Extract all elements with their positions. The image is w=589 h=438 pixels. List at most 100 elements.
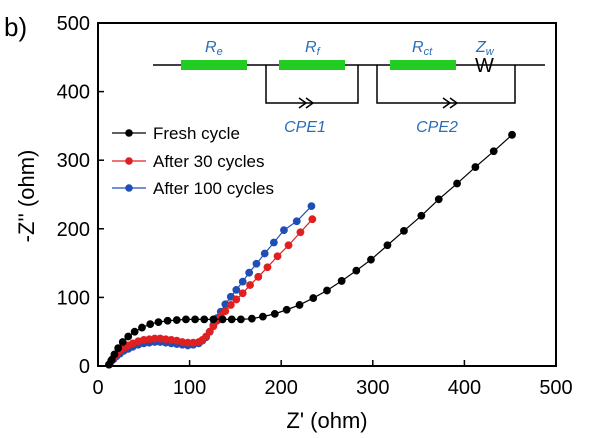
resistor-rct xyxy=(390,60,456,70)
legend-label: Fresh cycle xyxy=(153,124,240,143)
y-tick-label: 300 xyxy=(57,150,90,172)
data-point xyxy=(245,268,254,277)
x-tick-label: 300 xyxy=(356,377,389,399)
data-point xyxy=(118,338,127,346)
y-axis-label: -Z'' (ohm) xyxy=(14,150,39,243)
data-point xyxy=(163,316,172,325)
data-point xyxy=(114,344,123,353)
data-point xyxy=(308,215,317,224)
y-tick-label: 200 xyxy=(57,219,90,241)
data-point xyxy=(246,281,254,289)
data-point xyxy=(367,255,375,264)
data-point xyxy=(296,228,305,237)
label-cpe2: CPE2 xyxy=(416,119,458,136)
y-tick-label: 100 xyxy=(57,287,90,309)
data-point xyxy=(471,163,480,171)
data-point xyxy=(209,315,218,324)
data-point xyxy=(269,238,278,247)
cpe2-symbol-a xyxy=(442,97,452,109)
x-axis-label: Z' (ohm) xyxy=(286,408,367,433)
data-point xyxy=(218,315,227,324)
legend-marker xyxy=(125,157,133,165)
data-point xyxy=(417,211,426,220)
data-point xyxy=(508,130,516,139)
data-point xyxy=(232,295,241,304)
data-point xyxy=(352,266,361,275)
panel-label: b) xyxy=(4,12,27,42)
x-axis-ticks: 0 100 200 300 400 500 xyxy=(92,360,573,399)
data-series xyxy=(105,130,516,369)
data-point xyxy=(323,286,331,295)
label-rct: Rct xyxy=(412,39,433,58)
data-point xyxy=(138,323,146,332)
label-cpe1: CPE1 xyxy=(284,119,326,136)
data-point xyxy=(453,179,461,188)
data-point xyxy=(260,249,269,258)
data-point xyxy=(238,277,247,286)
data-point xyxy=(172,316,181,324)
data-point xyxy=(124,332,133,341)
data-point xyxy=(130,327,139,336)
y-tick-label: 400 xyxy=(57,82,90,104)
data-point xyxy=(400,226,408,235)
resistor-re xyxy=(181,60,247,70)
data-point xyxy=(258,312,267,321)
y-axis-ticks: 0 100 200 300 400 500 xyxy=(57,13,104,378)
data-point xyxy=(110,350,119,359)
data-point xyxy=(280,226,288,235)
data-point xyxy=(205,327,214,336)
data-point xyxy=(273,252,282,261)
data-point xyxy=(309,294,318,302)
data-point xyxy=(337,277,346,285)
data-point xyxy=(200,315,209,324)
x-tick-label: 500 xyxy=(539,377,572,399)
data-point xyxy=(236,315,245,324)
data-point xyxy=(191,315,199,324)
data-point xyxy=(146,320,155,329)
data-point xyxy=(270,309,279,318)
equivalent-circuit: W Re Rf Rct Zw CPE1 CPE2 xyxy=(153,39,545,136)
x-tick-label: 100 xyxy=(173,377,206,399)
data-point xyxy=(182,315,190,324)
cpe1-symbol-a xyxy=(298,97,308,109)
y-tick-label: 500 xyxy=(57,13,90,35)
data-point xyxy=(489,147,498,156)
label-re: Re xyxy=(205,39,223,58)
y-tick-label: 0 xyxy=(79,356,90,378)
data-point xyxy=(295,301,304,309)
data-point xyxy=(221,307,230,316)
data-point xyxy=(154,318,163,326)
label-zw: Zw xyxy=(475,39,495,58)
data-point xyxy=(238,289,247,298)
data-point xyxy=(232,285,241,294)
legend-marker xyxy=(125,129,133,137)
data-point xyxy=(383,241,392,250)
data-point xyxy=(292,217,301,226)
legend: Fresh cycle After 30 cycles After 100 cycl… xyxy=(112,124,274,198)
resistor-rf xyxy=(279,60,345,70)
cpe2-branch xyxy=(376,65,516,104)
data-point xyxy=(226,301,235,309)
cpe2-symbol-b xyxy=(449,97,459,109)
series-fresh xyxy=(105,130,516,369)
data-point xyxy=(307,202,316,211)
data-point xyxy=(284,241,293,250)
plot-frame xyxy=(97,22,557,367)
x-tick-label: 400 xyxy=(448,377,481,399)
data-point xyxy=(227,315,236,324)
x-tick-label: 200 xyxy=(265,377,298,399)
data-point xyxy=(263,263,272,272)
data-point xyxy=(254,272,263,281)
legend-marker xyxy=(125,184,133,192)
cpe1-branch xyxy=(265,65,359,104)
warburg-element: W xyxy=(475,55,494,77)
x-tick-label: 0 xyxy=(92,377,103,399)
legend-label: After 30 cycles xyxy=(153,152,265,171)
data-point xyxy=(252,259,261,268)
legend-label: After 100 cycles xyxy=(153,179,274,198)
data-point xyxy=(434,195,443,204)
data-point xyxy=(247,314,256,323)
label-rf: Rf xyxy=(305,39,321,58)
cpe1-symbol-b xyxy=(305,97,315,109)
